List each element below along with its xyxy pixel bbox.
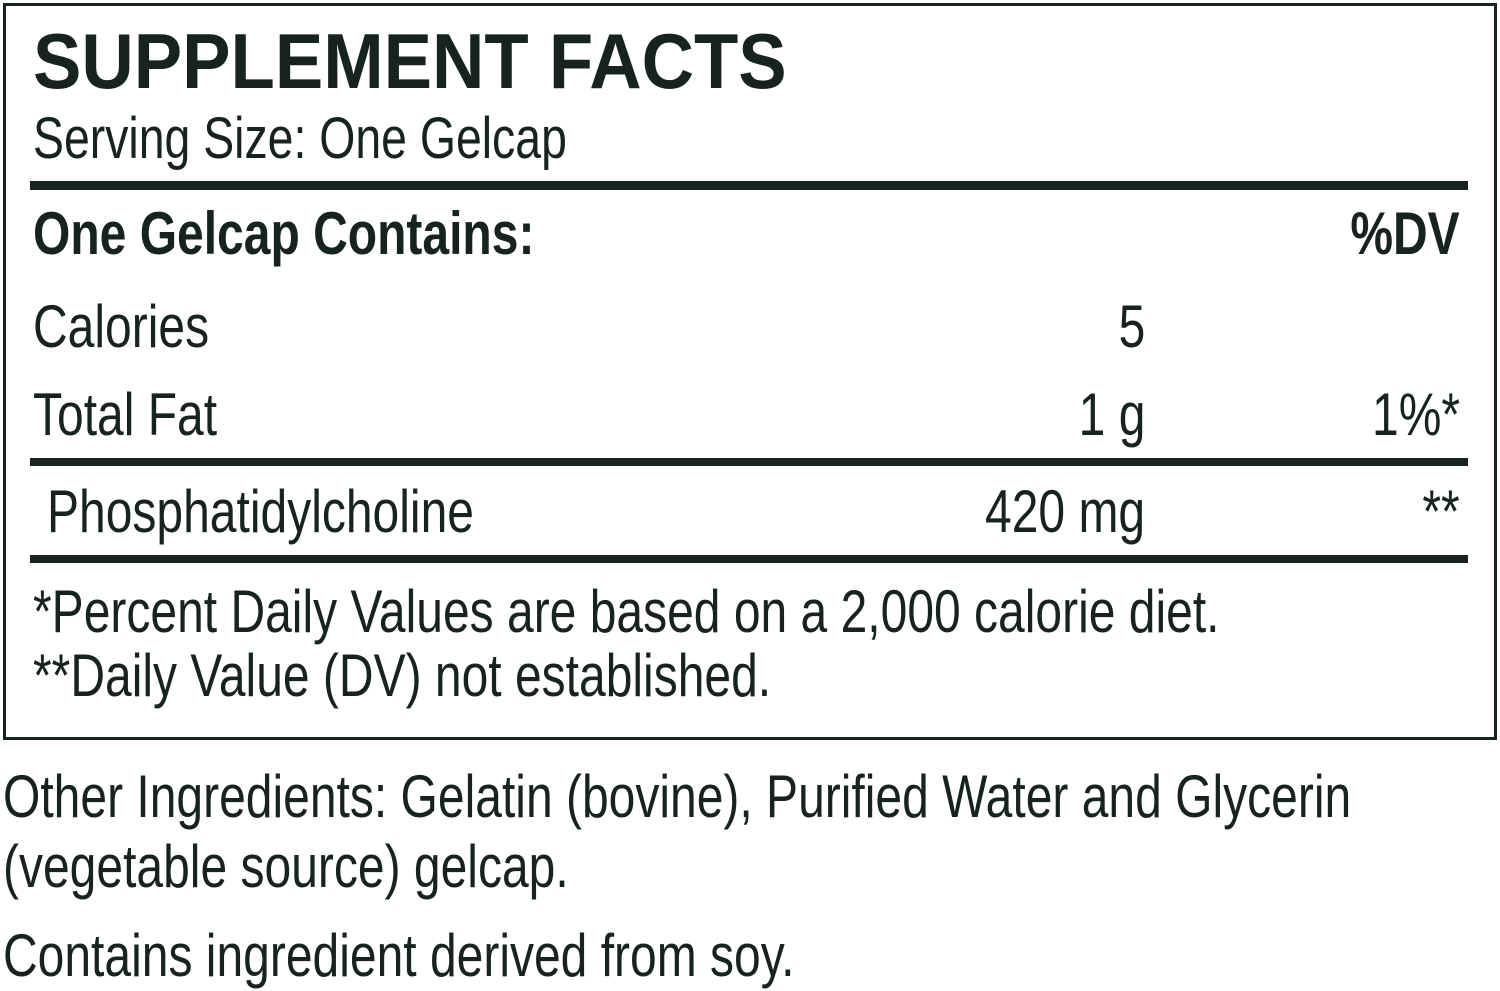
rule — [30, 181, 1468, 190]
column-header: %DV — [1350, 200, 1460, 267]
rule — [30, 458, 1468, 466]
row-amount: 1 g — [1078, 381, 1145, 448]
title: SUPPLEMENT FACTS — [33, 17, 787, 105]
row-dv: ** — [1422, 478, 1460, 545]
row-name: Phosphatidylcholine — [47, 478, 474, 545]
serving-size: Serving Size: One Gelcap — [33, 106, 567, 171]
row-amount: 420 mg — [984, 478, 1145, 545]
row-amount: 5 — [1118, 293, 1145, 360]
row-name: Calories — [33, 293, 210, 360]
row-name: Total Fat — [33, 381, 218, 448]
footnote: *Percent Daily Values are based on a 2,0… — [33, 578, 1220, 645]
facts-box — [3, 3, 1497, 740]
footnote: **Daily Value (DV) not established. — [33, 642, 772, 709]
row-dv: 1%* — [1371, 381, 1460, 448]
allergen: Contains ingredient derived from soy. — [3, 922, 795, 989]
column-header: One Gelcap Contains: — [33, 200, 535, 267]
other-ingredients: Other Ingredients: Gelatin (bovine), Pur… — [3, 763, 1352, 900]
rule — [30, 555, 1468, 563]
